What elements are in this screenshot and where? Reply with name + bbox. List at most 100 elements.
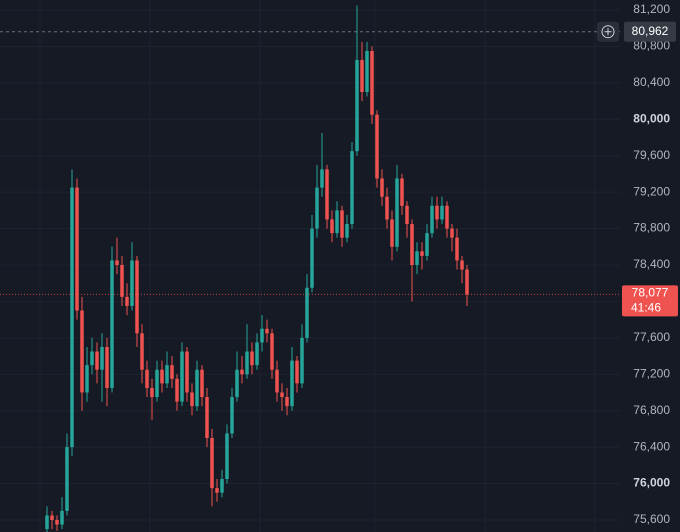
candle-body [65,447,69,511]
y-tick-label: 80,000 [633,111,670,125]
candle-body [455,237,459,261]
candle-body [320,169,324,188]
y-tick-label: 79,200 [633,184,670,198]
candle-body [60,510,64,525]
candle-body [435,205,439,220]
candle-body [405,205,409,225]
candle-body [315,187,319,229]
candle-body [145,369,149,388]
candle-body [285,397,289,407]
candle-body [295,360,299,384]
candle-body [225,433,229,480]
candle-body [440,205,444,220]
candle-body [355,60,359,152]
candle-body [360,60,364,92]
candle-body [75,187,79,311]
candle-body [80,310,84,393]
candle-body [125,296,129,306]
candle-body [410,224,414,265]
candle-body [300,337,304,384]
candle-body [255,342,259,366]
candle-body [345,224,349,238]
candle-body [55,519,59,525]
y-tick-label: 81,200 [633,2,670,16]
candle-body [375,114,379,179]
candle-body [380,178,384,197]
candle-body [90,351,94,366]
candle-body [50,515,54,520]
candle-body [275,369,279,393]
candle-body [120,264,124,297]
candle-body [115,260,119,265]
candle-body [290,360,294,407]
y-tick-label: 77,200 [633,366,670,380]
candle-body [465,269,469,295]
candle-body [240,369,244,375]
candle-body [185,351,189,393]
candle-body [370,50,374,115]
candle-body [45,515,49,530]
candle-body [270,333,274,370]
candle-body [105,346,109,388]
candle-body [230,397,234,434]
candle-body [215,488,219,493]
candle-body [335,210,339,234]
candle-body [395,178,399,247]
y-tick-label: 79,600 [633,148,670,162]
candle-body [70,187,74,448]
y-tick-label: 76,400 [633,439,670,453]
candle-body [100,346,104,370]
candle-body [220,479,224,493]
candle-body [265,328,269,334]
candle-body [170,365,174,379]
y-tick-label: 77,600 [633,330,670,344]
candle-body [260,328,264,343]
candle-body [350,151,354,225]
crosshair-label: 80,962 [632,24,669,38]
y-tick-label: 76,800 [633,403,670,417]
candle-body [180,351,184,402]
candle-body [165,365,169,384]
candle-body [340,210,344,238]
candle-body [310,228,314,288]
last-price-label: 78,077 [632,286,669,300]
candle-body [135,260,139,334]
candle-body [210,438,214,489]
candle-body [400,178,404,206]
candle-body [95,351,99,370]
candle-body [450,228,454,238]
candle-body [415,251,419,265]
candle-body [85,365,89,393]
candle-body [200,369,204,398]
vertical-grid [39,0,596,532]
candle-body [195,369,199,407]
candle-body [425,233,429,256]
add-icon-plus [604,28,612,36]
y-tick-label: 75,600 [633,512,670,526]
add-icon [601,25,615,39]
y-tick-label: 80,400 [633,75,670,89]
candle-body [305,287,309,338]
candle-body [160,369,164,384]
y-tick-label: 78,400 [633,257,670,271]
candle-body [445,205,449,229]
candle-body [365,50,369,92]
candle-body [150,387,154,398]
candle-body [140,333,144,370]
candle-body [155,369,159,398]
candle-body [280,392,284,398]
candle-body [325,169,329,220]
candle-body [390,219,394,247]
countdown: 41:46 [631,301,661,315]
candle-body [420,251,424,256]
candle-body [130,260,134,306]
y-tick-label: 76,000 [633,476,670,490]
candle-body [245,351,249,375]
candle-body [330,219,334,234]
candle-body [190,392,194,407]
candle-body [250,351,254,366]
candle-body [460,260,464,270]
candle-body [175,378,179,402]
